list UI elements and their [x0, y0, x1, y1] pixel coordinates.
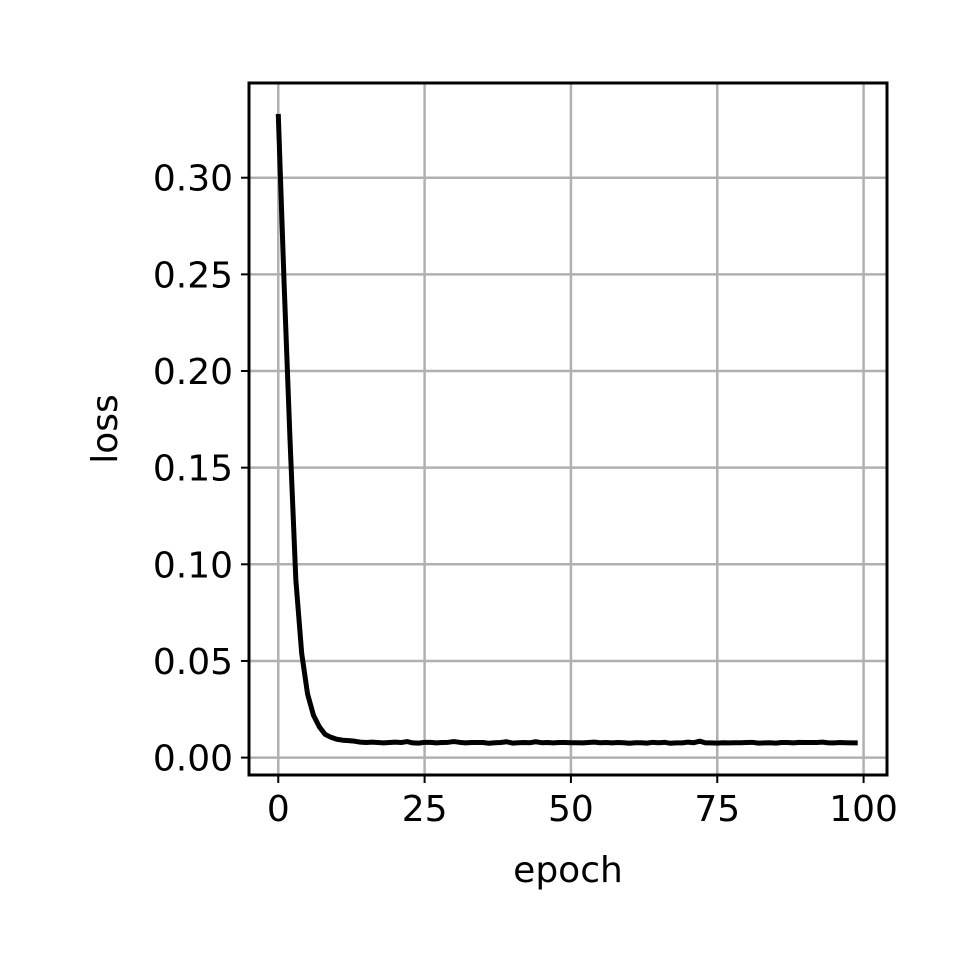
y-tick-label: 0.10 — [153, 545, 233, 586]
y-tick-label: 0.30 — [153, 159, 233, 200]
x-tick-label: 25 — [402, 789, 448, 830]
x-tick-label: 0 — [267, 789, 290, 830]
y-tick-label: 0.20 — [153, 352, 233, 393]
y-axis-label: loss — [85, 394, 126, 464]
y-tick-label: 0.15 — [153, 449, 233, 490]
x-tick-label: 100 — [829, 789, 898, 830]
loss-series-line — [275, 113, 858, 746]
y-tick-label: 0.25 — [153, 255, 233, 296]
y-axis-ticks: 0.00 0.05 0.10 0.15 0.20 0.25 0.30 — [153, 159, 249, 780]
y-tick-label: 0.00 — [153, 739, 233, 780]
x-tick-label: 75 — [694, 789, 740, 830]
x-gridlines — [277, 83, 865, 775]
plot-frame — [247, 81, 889, 777]
series-group — [275, 113, 858, 746]
x-axis-ticks: 0 25 50 75 100 — [267, 775, 898, 830]
x-axis-label: epoch — [513, 850, 623, 891]
x-tick-label: 50 — [548, 789, 594, 830]
y-tick-label: 0.05 — [153, 642, 233, 683]
y-gridlines — [249, 176, 887, 759]
